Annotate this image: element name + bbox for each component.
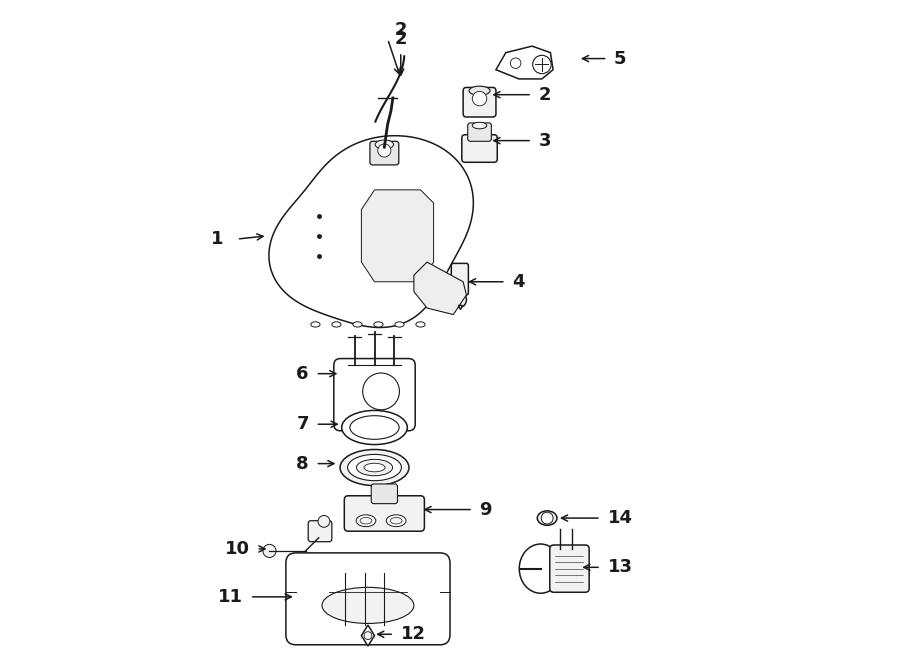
Text: 2: 2 — [394, 21, 407, 39]
Ellipse shape — [454, 292, 466, 307]
Text: 2: 2 — [394, 30, 407, 48]
Circle shape — [541, 512, 554, 524]
Ellipse shape — [469, 86, 490, 95]
Text: 12: 12 — [400, 626, 426, 643]
Ellipse shape — [356, 459, 392, 476]
Ellipse shape — [322, 587, 414, 624]
Text: 14: 14 — [608, 509, 633, 527]
Polygon shape — [362, 190, 434, 282]
Circle shape — [363, 373, 400, 410]
Ellipse shape — [310, 322, 320, 327]
Text: 6: 6 — [296, 365, 309, 383]
FancyBboxPatch shape — [345, 496, 425, 531]
Ellipse shape — [391, 518, 402, 524]
Text: 4: 4 — [512, 273, 525, 291]
Text: 3: 3 — [538, 132, 551, 150]
Text: 2: 2 — [538, 85, 551, 104]
Text: 11: 11 — [218, 588, 243, 606]
FancyBboxPatch shape — [462, 135, 498, 162]
Ellipse shape — [340, 449, 409, 486]
Text: 13: 13 — [608, 558, 633, 577]
Ellipse shape — [374, 322, 383, 327]
Circle shape — [378, 144, 391, 157]
Ellipse shape — [537, 511, 557, 526]
Ellipse shape — [360, 518, 372, 524]
FancyBboxPatch shape — [308, 521, 332, 542]
Circle shape — [364, 632, 372, 639]
FancyBboxPatch shape — [550, 545, 590, 592]
Polygon shape — [269, 136, 473, 328]
FancyBboxPatch shape — [286, 553, 450, 645]
Ellipse shape — [416, 322, 425, 327]
Ellipse shape — [395, 322, 404, 327]
Text: 9: 9 — [480, 500, 492, 518]
Ellipse shape — [364, 463, 385, 472]
FancyBboxPatch shape — [334, 359, 415, 431]
Ellipse shape — [347, 454, 401, 481]
Polygon shape — [414, 262, 466, 314]
FancyBboxPatch shape — [464, 87, 496, 117]
Text: 7: 7 — [296, 415, 309, 433]
Ellipse shape — [519, 544, 562, 593]
Ellipse shape — [342, 410, 408, 445]
Polygon shape — [496, 46, 554, 79]
Ellipse shape — [353, 322, 362, 327]
Circle shape — [318, 516, 330, 527]
Circle shape — [510, 58, 521, 68]
Ellipse shape — [332, 322, 341, 327]
Ellipse shape — [356, 515, 376, 526]
Circle shape — [263, 544, 276, 557]
Ellipse shape — [350, 416, 399, 440]
FancyBboxPatch shape — [370, 141, 399, 165]
Circle shape — [472, 91, 487, 106]
Text: 1: 1 — [211, 230, 223, 248]
Polygon shape — [362, 625, 374, 646]
Text: 10: 10 — [225, 540, 250, 558]
FancyBboxPatch shape — [468, 123, 491, 141]
FancyBboxPatch shape — [371, 484, 398, 504]
Ellipse shape — [375, 140, 393, 149]
Text: 8: 8 — [296, 455, 309, 473]
Text: 5: 5 — [614, 50, 626, 68]
Ellipse shape — [472, 122, 487, 129]
FancyBboxPatch shape — [451, 263, 468, 295]
Circle shape — [533, 56, 551, 73]
Ellipse shape — [386, 515, 406, 526]
